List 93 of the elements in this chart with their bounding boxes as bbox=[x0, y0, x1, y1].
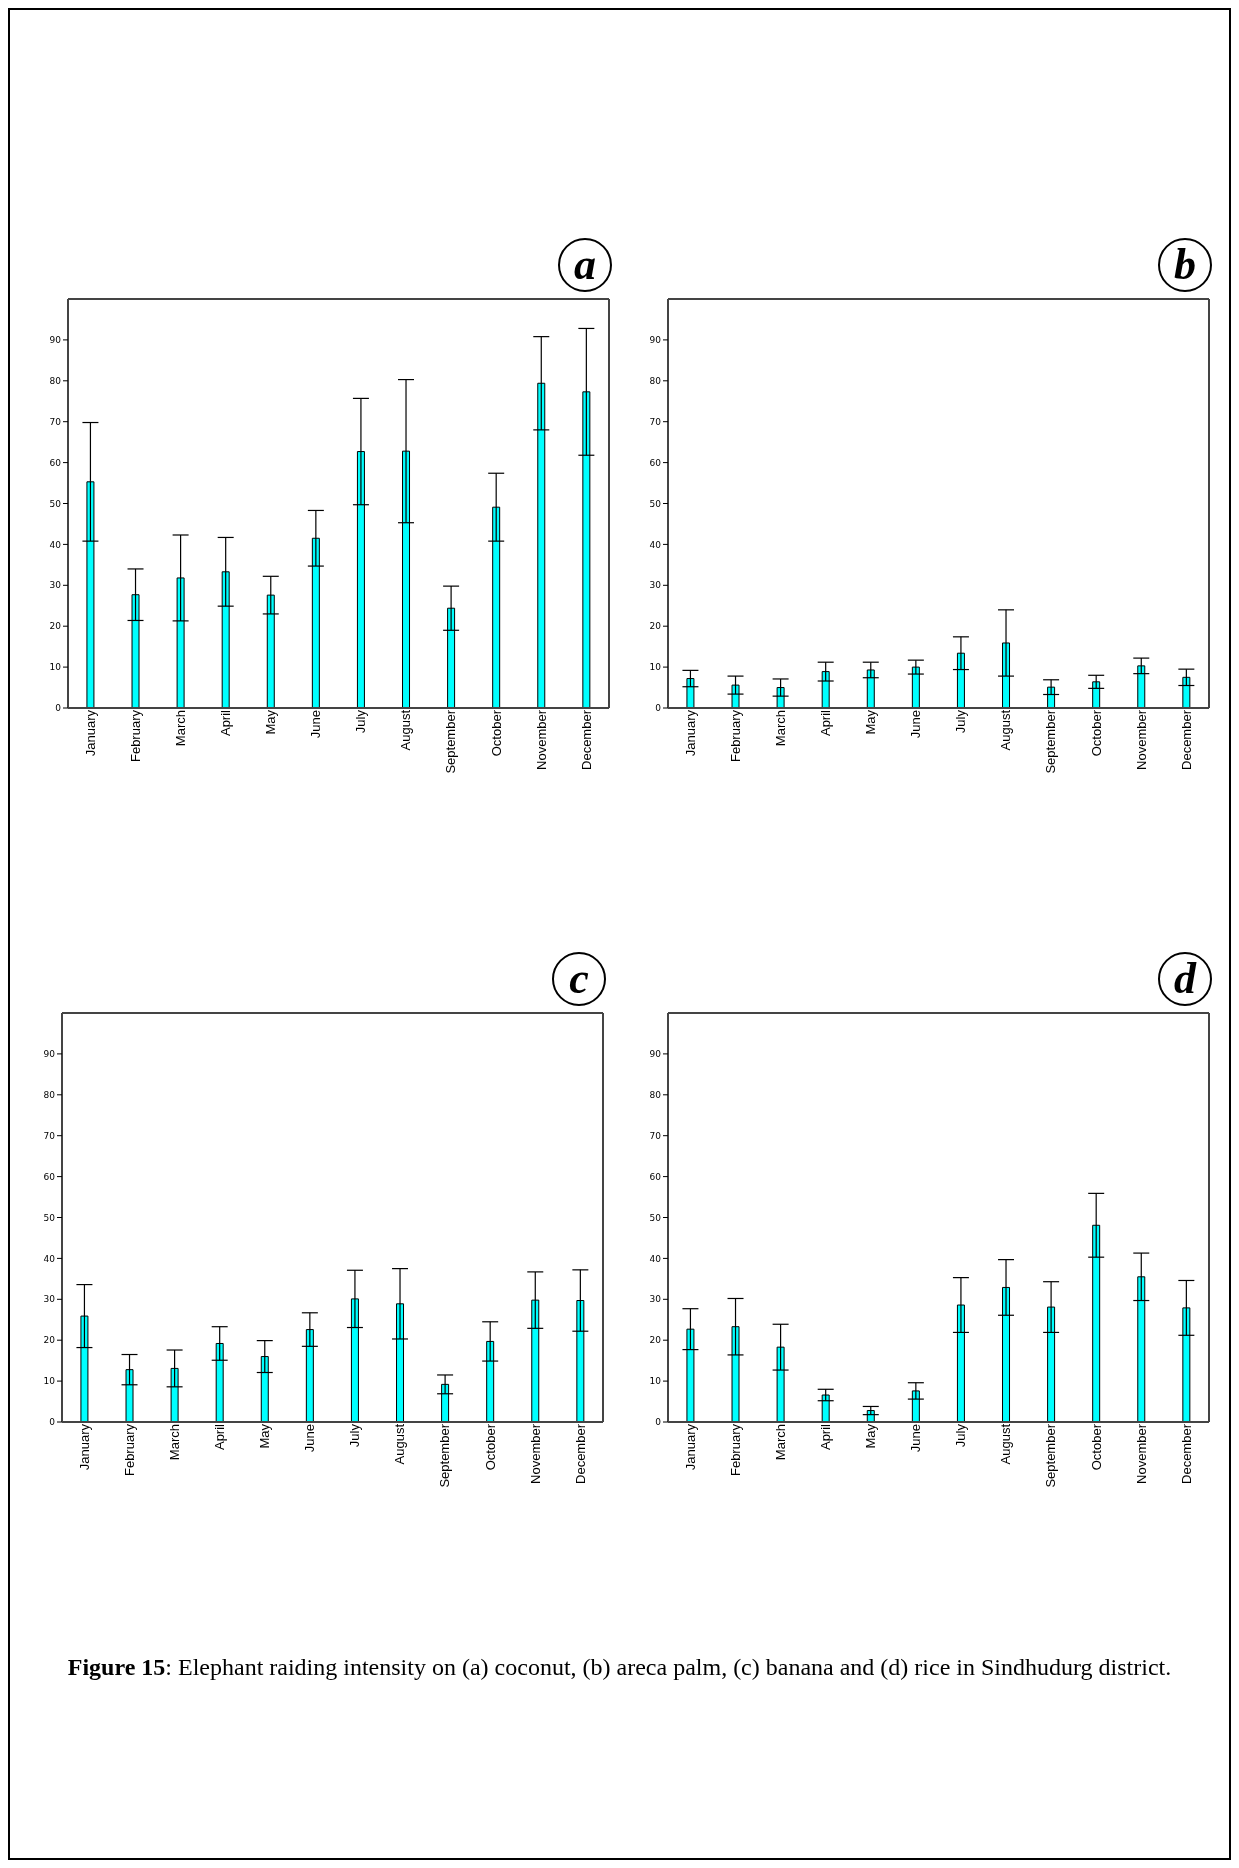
x-tick-label: September bbox=[443, 709, 459, 774]
y-tick-label: 0 bbox=[655, 1417, 662, 1428]
y-tick-label: 60 bbox=[649, 457, 662, 468]
x-tick-label: May bbox=[863, 1423, 879, 1449]
x-tick-label: December bbox=[1178, 1423, 1194, 1484]
x-tick-label: May bbox=[257, 1423, 273, 1449]
x-tick-label: October bbox=[1088, 709, 1104, 757]
y-tick-label: 90 bbox=[649, 1049, 662, 1060]
y-tick-label: 30 bbox=[649, 580, 662, 591]
y-tick-label: 30 bbox=[649, 1294, 662, 1305]
x-tick-label: December bbox=[1178, 709, 1194, 770]
x-tick-label: October bbox=[482, 1423, 498, 1471]
x-tick-label: March bbox=[772, 1424, 788, 1461]
x-tick-label: March bbox=[166, 1424, 182, 1461]
chart-title: d bbox=[1158, 952, 1212, 1006]
x-tick-label: April bbox=[818, 1423, 834, 1451]
x-tick-label: June bbox=[908, 1424, 924, 1453]
y-tick-label: 50 bbox=[649, 498, 662, 509]
y-tick-label: 80 bbox=[43, 1089, 56, 1100]
x-tick-label: June bbox=[302, 1424, 318, 1453]
y-tick-label: 80 bbox=[49, 375, 62, 386]
x-tick-label: July bbox=[347, 1423, 363, 1448]
x-tick-label: August bbox=[392, 1423, 408, 1465]
x-tick-label: September bbox=[1043, 1423, 1059, 1488]
y-tick-label: 60 bbox=[649, 1171, 662, 1182]
y-tick-label: 20 bbox=[43, 1335, 56, 1346]
y-tick-label: 40 bbox=[49, 539, 62, 550]
y-tick-label: 80 bbox=[649, 375, 662, 386]
y-tick-label: 70 bbox=[49, 416, 62, 427]
x-tick-label: January bbox=[82, 709, 98, 757]
y-tick-label: 60 bbox=[49, 457, 62, 468]
x-tick-label: July bbox=[353, 709, 369, 734]
y-tick-label: 90 bbox=[649, 335, 662, 346]
y-tick-label: 10 bbox=[43, 1376, 56, 1387]
y-tick-label: 20 bbox=[649, 621, 662, 632]
y-tick-label: 10 bbox=[49, 662, 62, 673]
y-tick-label: 40 bbox=[649, 539, 662, 550]
x-tick-label: December bbox=[572, 1423, 588, 1484]
x-tick-label: November bbox=[1133, 1423, 1149, 1484]
y-tick-label: 70 bbox=[43, 1130, 56, 1141]
y-tick-label: 20 bbox=[649, 1335, 662, 1346]
x-tick-label: January bbox=[682, 709, 698, 757]
x-tick-label: August bbox=[998, 1423, 1014, 1465]
x-tick-label: April bbox=[818, 709, 834, 737]
x-tick-label: August bbox=[998, 709, 1014, 751]
y-tick-label: 0 bbox=[55, 703, 62, 714]
y-tick-label: 0 bbox=[49, 1417, 56, 1428]
x-tick-label: April bbox=[218, 709, 234, 737]
y-tick-label: 70 bbox=[649, 1130, 662, 1141]
x-tick-label: July bbox=[953, 1423, 969, 1448]
y-tick-label: 30 bbox=[43, 1294, 56, 1305]
y-tick-label: 10 bbox=[649, 1376, 662, 1387]
y-tick-label: 30 bbox=[49, 580, 62, 591]
x-tick-label: March bbox=[772, 710, 788, 747]
y-tick-label: 40 bbox=[43, 1253, 56, 1264]
y-tick-label: 90 bbox=[43, 1049, 56, 1060]
x-tick-label: February bbox=[727, 1423, 743, 1477]
y-tick-label: 50 bbox=[43, 1212, 56, 1223]
x-tick-label: June bbox=[908, 710, 924, 739]
x-tick-label: May bbox=[263, 709, 279, 735]
x-tick-label: February bbox=[727, 709, 743, 763]
x-tick-label: April bbox=[212, 1423, 228, 1451]
x-tick-label: February bbox=[127, 709, 143, 763]
x-tick-label: December bbox=[578, 709, 594, 770]
x-tick-label: October bbox=[1088, 1423, 1104, 1471]
y-tick-label: 0 bbox=[655, 703, 662, 714]
y-tick-label: 70 bbox=[649, 416, 662, 427]
y-tick-label: 80 bbox=[649, 1089, 662, 1100]
x-tick-label: February bbox=[121, 1423, 137, 1477]
x-tick-label: January bbox=[682, 1423, 698, 1471]
caption: Figure 15: Elephant raiding intensity on (a) coconut, (b) areca palm, (c) banana and (d) rice in Sindhudurg district. bbox=[67, 1654, 1172, 1680]
y-tick-label: 50 bbox=[49, 498, 62, 509]
x-tick-label: September bbox=[437, 1423, 453, 1488]
x-tick-label: August bbox=[398, 709, 414, 751]
chart-title: b bbox=[1158, 238, 1212, 292]
x-tick-label: July bbox=[953, 709, 969, 734]
y-tick-label: 10 bbox=[649, 662, 662, 673]
x-tick-label: September bbox=[1043, 709, 1059, 774]
x-tick-label: January bbox=[76, 1423, 92, 1471]
y-tick-label: 60 bbox=[43, 1171, 56, 1182]
x-tick-label: November bbox=[1133, 709, 1149, 770]
x-tick-label: October bbox=[488, 709, 504, 757]
x-tick-label: June bbox=[308, 710, 324, 739]
x-tick-label: November bbox=[527, 1423, 543, 1484]
x-tick-label: November bbox=[533, 709, 549, 770]
y-tick-label: 20 bbox=[49, 621, 62, 632]
y-tick-label: 50 bbox=[649, 1212, 662, 1223]
x-tick-label: May bbox=[863, 709, 879, 735]
y-tick-label: 40 bbox=[649, 1253, 662, 1264]
y-tick-label: 90 bbox=[49, 335, 62, 346]
chart-title: c bbox=[552, 952, 606, 1006]
x-tick-label: March bbox=[172, 710, 188, 747]
chart-title: a bbox=[558, 238, 612, 292]
